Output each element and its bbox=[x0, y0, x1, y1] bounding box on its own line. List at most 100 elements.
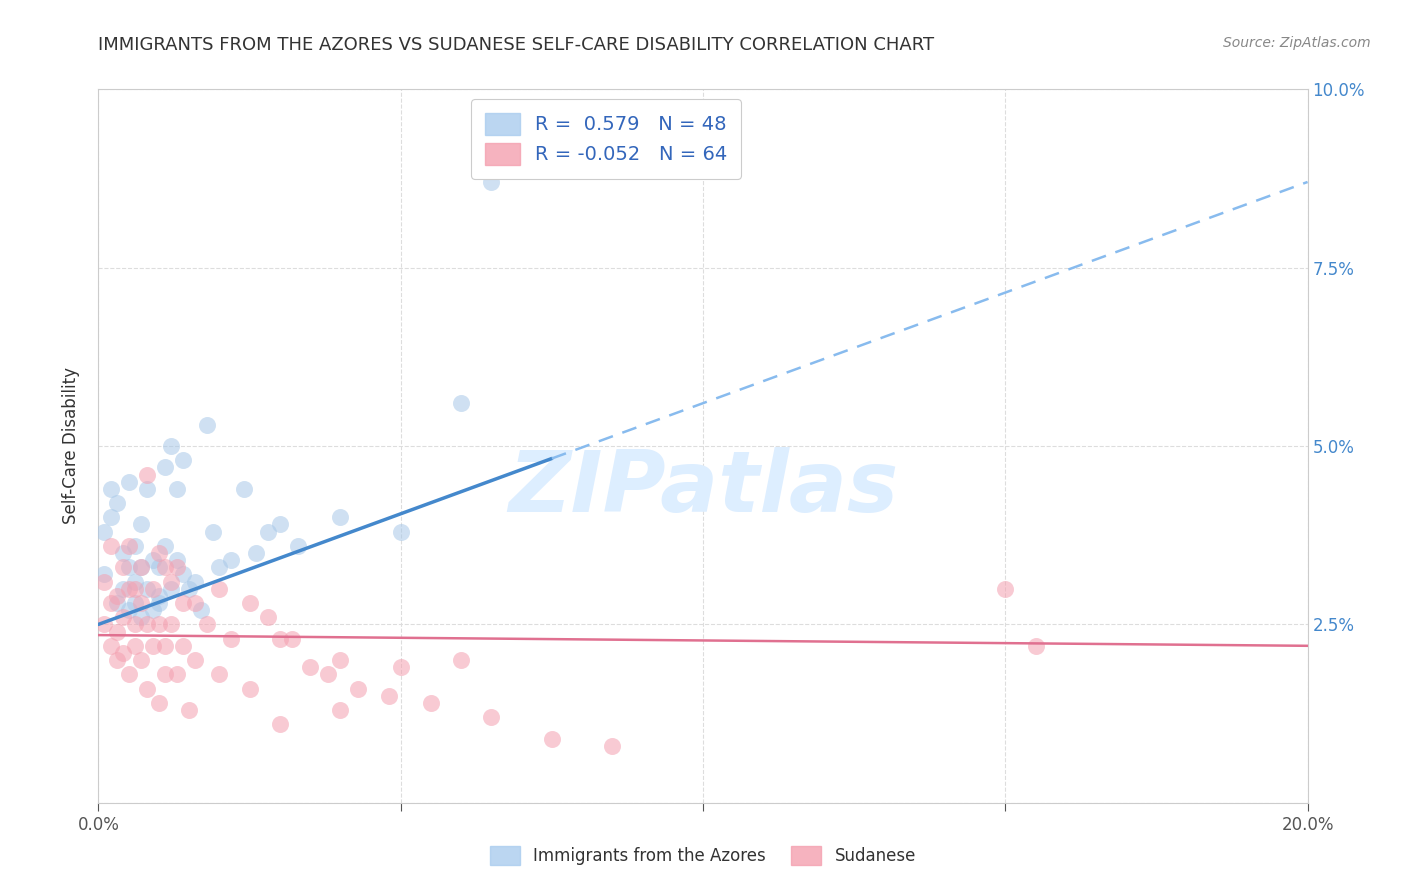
Point bbox=[105, 589, 128, 603]
Point bbox=[105, 624, 128, 639]
Point bbox=[450, 396, 472, 410]
Point bbox=[299, 660, 322, 674]
Text: IMMIGRANTS FROM THE AZORES VS SUDANESE SELF-CARE DISABILITY CORRELATION CHART: IMMIGRANTS FROM THE AZORES VS SUDANESE S… bbox=[98, 36, 935, 54]
Point bbox=[124, 582, 146, 596]
Point bbox=[105, 653, 128, 667]
Point bbox=[153, 667, 176, 681]
Point bbox=[245, 546, 267, 560]
Point bbox=[111, 646, 134, 660]
Point bbox=[166, 667, 188, 681]
Point bbox=[111, 560, 134, 574]
Point bbox=[100, 510, 122, 524]
Point bbox=[221, 632, 243, 646]
Point bbox=[160, 574, 183, 589]
Point bbox=[281, 632, 304, 646]
Point bbox=[481, 175, 503, 189]
Point bbox=[93, 617, 115, 632]
Point bbox=[148, 546, 170, 560]
Point bbox=[347, 681, 370, 696]
Point bbox=[153, 460, 176, 475]
Point bbox=[148, 596, 170, 610]
Point bbox=[118, 582, 141, 596]
Point bbox=[450, 653, 472, 667]
Point bbox=[153, 560, 176, 574]
Point bbox=[172, 596, 194, 610]
Point bbox=[111, 610, 134, 624]
Y-axis label: Self-Care Disability: Self-Care Disability bbox=[62, 368, 80, 524]
Point bbox=[208, 560, 231, 574]
Point bbox=[111, 546, 134, 560]
Point bbox=[153, 539, 176, 553]
Point bbox=[129, 560, 152, 574]
Point bbox=[195, 417, 218, 432]
Point bbox=[105, 596, 128, 610]
Point bbox=[1024, 639, 1046, 653]
Point bbox=[135, 467, 157, 482]
Point bbox=[100, 482, 122, 496]
Point bbox=[135, 582, 157, 596]
Point bbox=[184, 574, 207, 589]
Point bbox=[93, 524, 115, 539]
Point bbox=[93, 574, 115, 589]
Point bbox=[179, 703, 201, 717]
Point bbox=[389, 660, 412, 674]
Point bbox=[420, 696, 443, 710]
Legend: Immigrants from the Azores, Sudanese: Immigrants from the Azores, Sudanese bbox=[478, 834, 928, 877]
Point bbox=[148, 617, 170, 632]
Point bbox=[256, 524, 278, 539]
Point bbox=[118, 475, 141, 489]
Point bbox=[142, 582, 165, 596]
Point bbox=[221, 553, 243, 567]
Point bbox=[232, 482, 254, 496]
Point bbox=[135, 681, 157, 696]
Point bbox=[166, 553, 188, 567]
Point bbox=[184, 596, 207, 610]
Point bbox=[111, 582, 134, 596]
Point bbox=[172, 567, 194, 582]
Point bbox=[389, 524, 412, 539]
Point bbox=[93, 567, 115, 582]
Point bbox=[329, 703, 352, 717]
Point bbox=[129, 653, 152, 667]
Point bbox=[105, 496, 128, 510]
Point bbox=[239, 681, 262, 696]
Point bbox=[184, 653, 207, 667]
Point bbox=[148, 589, 170, 603]
Point bbox=[179, 582, 201, 596]
Point bbox=[142, 603, 165, 617]
Point bbox=[153, 639, 176, 653]
Point bbox=[208, 582, 231, 596]
Point bbox=[239, 596, 262, 610]
Point bbox=[329, 653, 352, 667]
Point bbox=[129, 517, 152, 532]
Point bbox=[994, 582, 1017, 596]
Point bbox=[166, 482, 188, 496]
Point bbox=[100, 639, 122, 653]
Point bbox=[118, 560, 141, 574]
Point bbox=[142, 639, 165, 653]
Point bbox=[148, 560, 170, 574]
Point bbox=[124, 574, 146, 589]
Point bbox=[190, 603, 212, 617]
Point bbox=[129, 610, 152, 624]
Text: ZIPatlas: ZIPatlas bbox=[508, 447, 898, 531]
Point bbox=[135, 617, 157, 632]
Point bbox=[540, 731, 562, 746]
Point bbox=[118, 539, 141, 553]
Text: Source: ZipAtlas.com: Source: ZipAtlas.com bbox=[1223, 36, 1371, 50]
Point bbox=[166, 560, 188, 574]
Point bbox=[118, 667, 141, 681]
Point bbox=[172, 639, 194, 653]
Point bbox=[329, 510, 352, 524]
Point bbox=[129, 596, 152, 610]
Point bbox=[124, 617, 146, 632]
Point bbox=[287, 539, 309, 553]
Point bbox=[135, 482, 157, 496]
Point bbox=[148, 696, 170, 710]
Point bbox=[118, 603, 141, 617]
Point bbox=[316, 667, 339, 681]
Point bbox=[269, 517, 291, 532]
Point bbox=[100, 539, 122, 553]
Point bbox=[269, 717, 291, 731]
Point bbox=[172, 453, 194, 467]
